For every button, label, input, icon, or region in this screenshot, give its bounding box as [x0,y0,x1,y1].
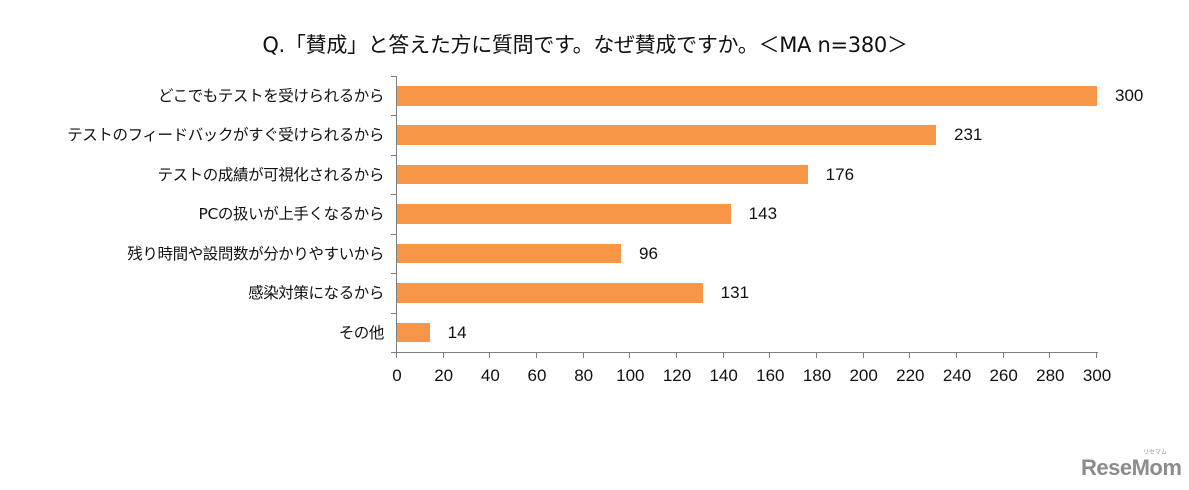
x-tick-label: 280 [1036,366,1065,385]
y-tick [391,273,396,274]
x-tick [582,353,584,358]
bar-value-label: 231 [954,125,983,145]
x-tick-label: 40 [480,366,500,385]
x-tick [676,353,677,358]
x-axis-line [396,352,1098,353]
x-tick-label: 100 [616,366,645,385]
bar [397,322,430,343]
x-tick-label: 240 [942,366,972,385]
bar [397,243,621,264]
x-tick [909,353,911,358]
x-tick-label: 300 [1082,366,1112,385]
x-tick [816,353,817,358]
category-label: テストのフィードバックがすぐ受けられるから [67,126,384,145]
plot-area: どこでもテストを受けられるから 300 テストのフィードバックがすぐ受けられるか… [67,76,1143,385]
bar-row: テストのフィードバックがすぐ受けられるから 231 [67,115,1097,154]
x-tick-label: 120 [662,366,692,385]
bar-row: 感染対策になるから 131 [248,273,1097,312]
x-tick [769,353,771,358]
x-tick [722,353,724,358]
x-tick-label: 60 [527,366,547,385]
bar-value-label: 300 [1115,86,1144,105]
x-tick [1002,353,1004,358]
x-tick-label: 160 [756,366,785,385]
bar-value-label: 14 [447,322,467,342]
bar-value-label: 176 [825,164,855,184]
y-tick [391,194,396,195]
x-tick [1096,353,1097,358]
logo-text: ReseMom [1081,455,1182,480]
bar [397,164,808,185]
category-label: その他 [338,323,385,342]
y-tick [391,352,396,353]
category-label: 残り時間や設問数が分かりやすいから [127,244,384,263]
x-tick [536,353,537,358]
y-tick [391,234,396,235]
bar-value-label: 143 [748,204,778,224]
x-tick-label: 200 [849,366,878,385]
y-axis-line [396,76,397,353]
bar [397,125,936,145]
x-tick-label: 80 [574,366,594,385]
category-label: どこでもテストを受けられるから [157,87,384,105]
x-tick [956,353,957,358]
y-tick [391,115,396,116]
bar [397,283,703,303]
category-label: テストの成績が可視化されるから [157,165,384,184]
x-tick [629,353,631,358]
y-tick [391,76,396,77]
x-tick [442,353,444,358]
x-tick [1049,353,1051,358]
logo-kana: リセマム [1143,449,1168,456]
bar-row: その他 14 [339,313,1097,352]
bar-row: どこでもテストを受けられるから 300 [158,76,1143,115]
y-tick [391,155,396,156]
x-tick-label: 220 [896,366,925,385]
x-tick [862,353,864,358]
chart-title: Q.「賛成」と答えた方に質問です。なぜ賛成ですか。＜MA n=380＞ [262,33,908,57]
category-label: PCの扱いが上手くなるから [198,205,385,224]
bar [397,204,731,224]
bar [397,86,1097,106]
x-tick [489,353,491,358]
x-tick-label: 260 [989,366,1018,385]
x-tick-label: 0 [392,366,402,385]
y-tick [391,313,396,314]
bar-row: PCの扱いが上手くなるから 143 [199,194,1097,233]
bar-row: 残り時間や設問数が分かりやすいから 96 [127,234,1097,273]
x-tick-label: 20 [434,366,454,385]
x-tick-label: 180 [802,366,832,385]
x-tick [396,353,397,358]
category-label: 感染対策になるから [248,284,384,303]
bar-row: テストの成績が可視化されるから 176 [157,155,1097,194]
bar-value-label: 96 [639,243,658,263]
resemom-logo: リセマム ReseMom [1081,449,1182,482]
bar-value-label: 131 [720,283,750,303]
x-tick-label: 140 [709,366,738,385]
